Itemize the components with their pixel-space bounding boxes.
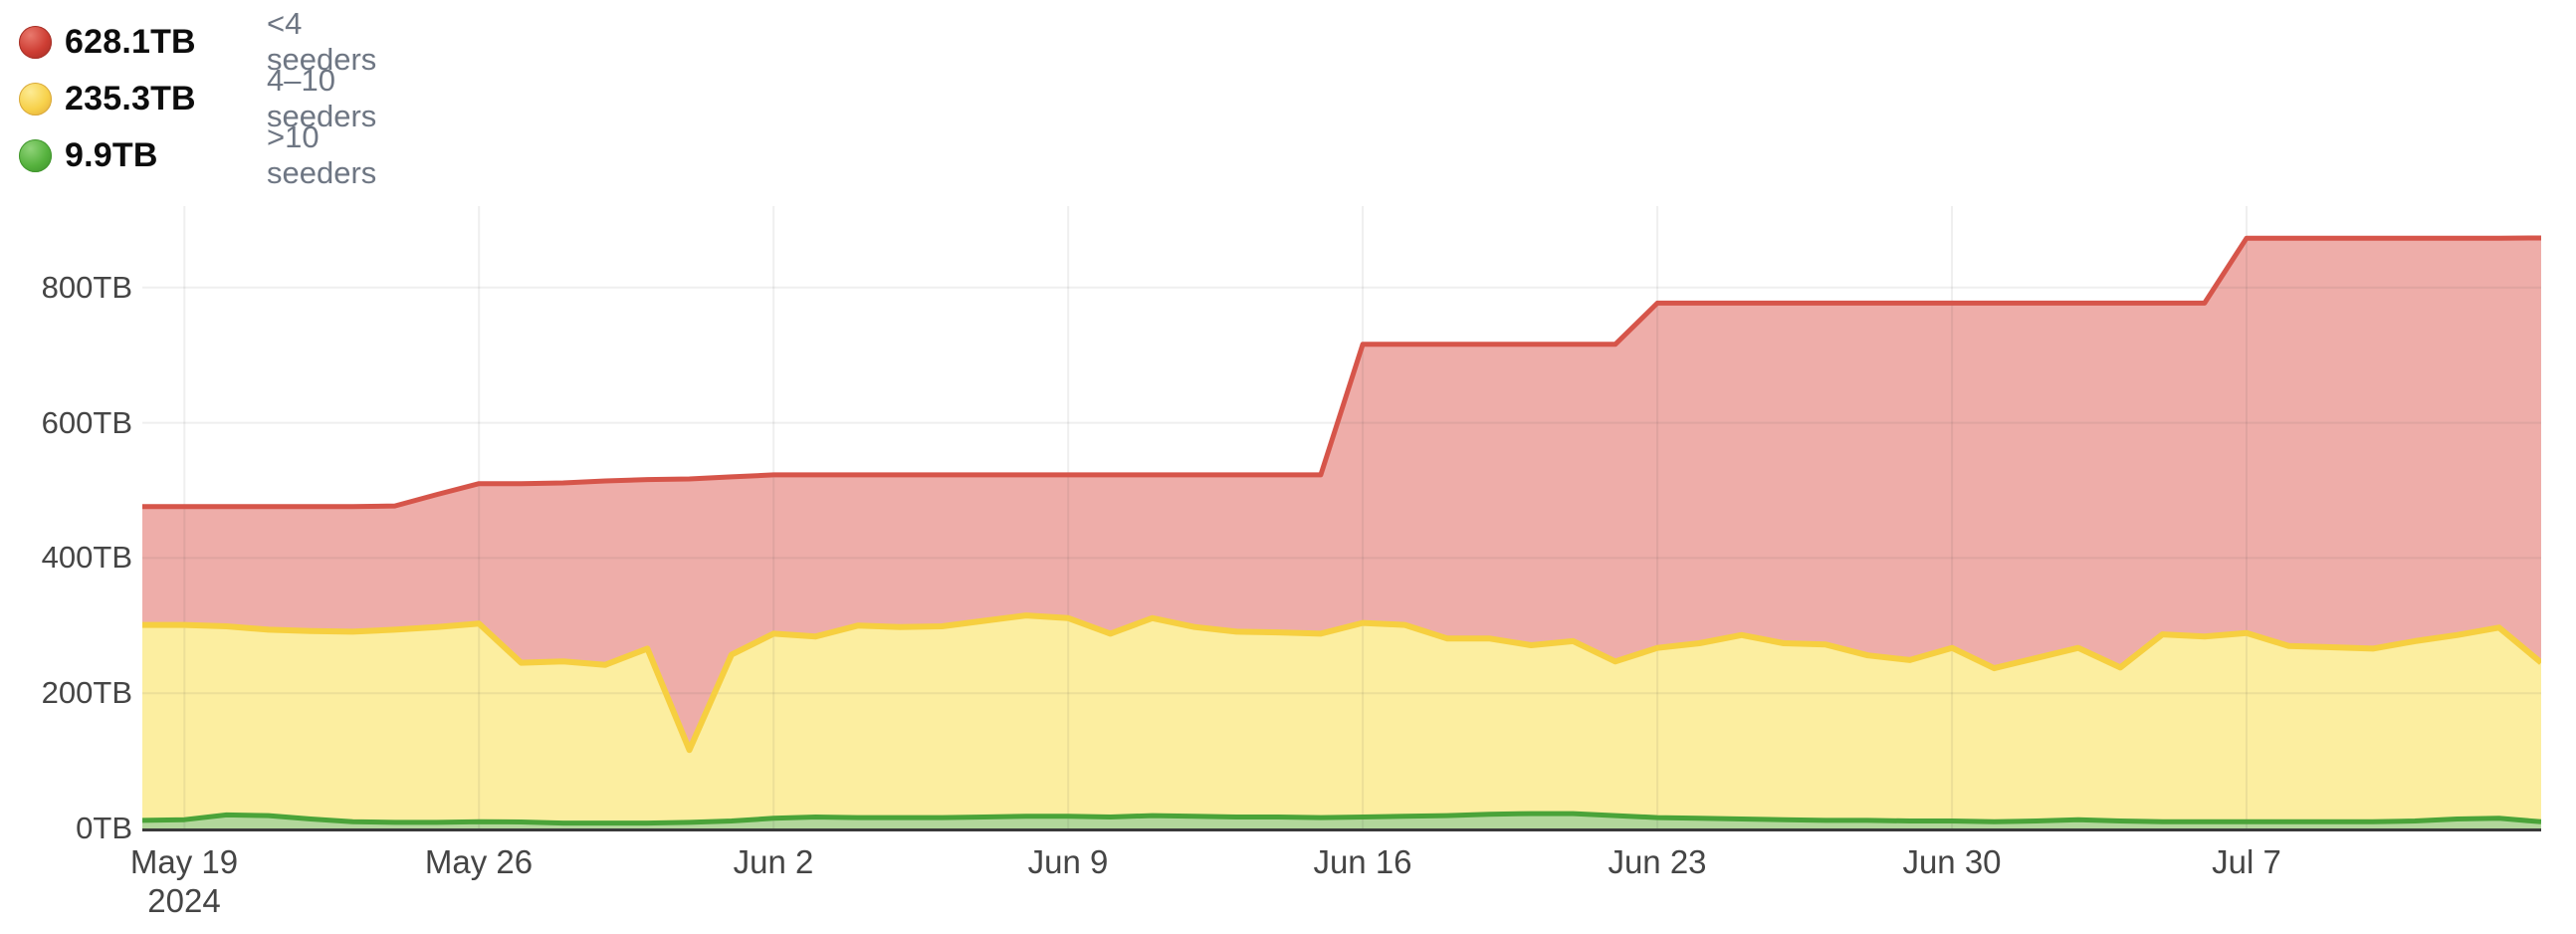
yellow-circle-icon xyxy=(19,82,52,116)
x-axis-tick-label: Jun 23 xyxy=(1608,843,1707,880)
legend-label: >10 seeders xyxy=(267,119,377,190)
red-circle-icon xyxy=(19,25,52,59)
area-gt10-seeders xyxy=(142,814,2541,828)
legend-value: 9.9TB xyxy=(65,135,158,174)
x-axis-tick-label: Jun 2 xyxy=(733,843,814,880)
green-circle-icon xyxy=(19,138,52,172)
x-axis-tick-label: Jun 30 xyxy=(1902,843,2002,880)
legend-value: 628.1TB xyxy=(65,22,196,61)
legend-item-lt4-seeders: 628.1TB <4 seeders xyxy=(0,6,376,77)
series-line-gt10-seeders xyxy=(142,811,2541,826)
legend-label: <4 seeders xyxy=(267,6,377,77)
y-axis-tick-label: 600TB xyxy=(41,405,132,440)
y-axis-tick-label: 200TB xyxy=(41,675,132,710)
series-line-4-10-seeders xyxy=(142,612,2541,754)
legend-label: 4–10 seeders xyxy=(267,63,377,133)
y-axis-tick-label: 400TB xyxy=(41,540,132,575)
y-axis-tick-label: 800TB xyxy=(41,270,132,305)
y-axis-tick-label: 0TB xyxy=(76,811,132,845)
legend-value: 235.3TB xyxy=(65,79,196,117)
x-axis-tick-label: Jul 7 xyxy=(2212,843,2281,880)
x-axis-tick-label: May 19 2024 xyxy=(129,843,239,919)
x-axis-tick-label: Jun 16 xyxy=(1313,843,1412,880)
legend-item-gt10-seeders: 9.9TB >10 seeders xyxy=(0,119,376,190)
x-axis-tick-label: May 26 xyxy=(424,843,534,880)
series-line-lt4-seeders xyxy=(142,235,2541,510)
area-4-10-seeders xyxy=(142,615,2541,828)
x-axis-tick-label: Jun 9 xyxy=(1027,843,1109,880)
legend-item-4-10-seeders: 235.3TB 4–10 seeders xyxy=(0,63,376,133)
